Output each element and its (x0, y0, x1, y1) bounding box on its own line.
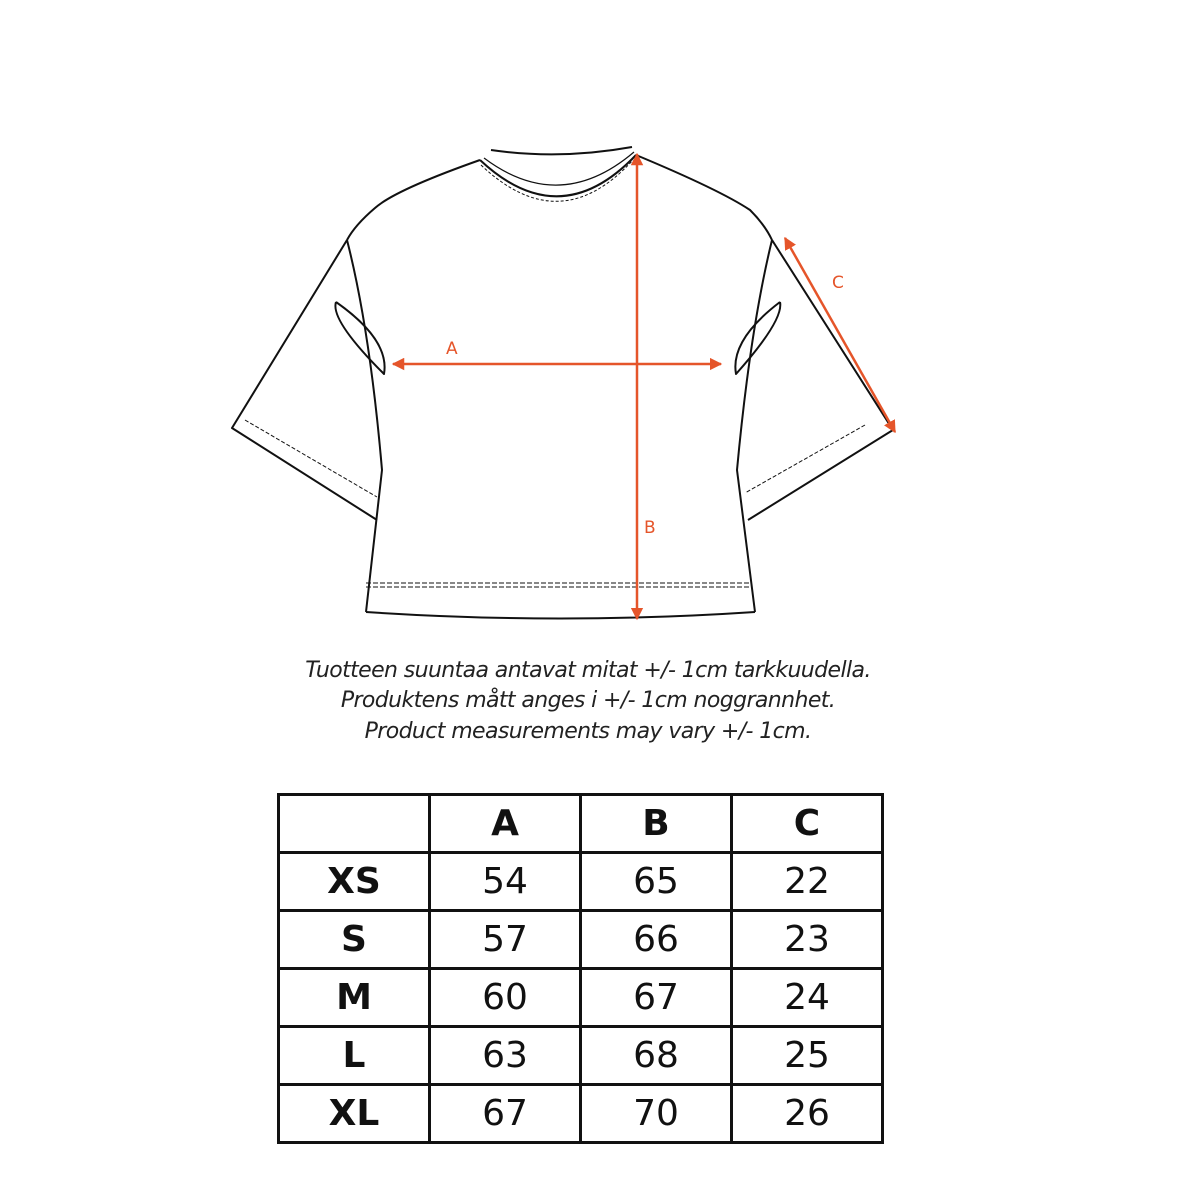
table-row: XS 54 65 22 (277, 851, 884, 912)
note-swedish: Produktens mått anges i +/- 1cm noggrann… (340, 688, 836, 713)
table-header-row: A B C (277, 793, 884, 854)
value-cell-b: 67 (579, 967, 733, 1028)
left-cuff-stitch (244, 419, 378, 498)
label-c: C (832, 273, 844, 293)
left-sleeve-seam (346, 239, 383, 613)
table-row: XL 67 70 26 (277, 1083, 884, 1144)
collar-outer (490, 146, 633, 156)
collar-stitch (480, 159, 634, 202)
measurement-arrows (391, 152, 897, 621)
note-finnish: Tuotteen suuntaa antavat mitat +/- 1cm t… (305, 658, 871, 683)
right-shoulder (635, 154, 773, 241)
size-table: A B C XS 54 65 22 S 57 66 23 M 60 67 24 … (277, 793, 884, 1144)
value-cell-c: 26 (730, 1083, 884, 1144)
tshirt-diagram: A B C (231, 146, 897, 621)
value-cell-a: 57 (428, 909, 582, 970)
collar-inner (479, 154, 637, 198)
right-sleeve-seam (736, 239, 773, 613)
value-cell-b: 66 (579, 909, 733, 970)
header-cell-empty (277, 793, 431, 854)
label-b: B (644, 518, 656, 538)
left-shoulder (346, 159, 481, 241)
value-cell-a: 60 (428, 967, 582, 1028)
header-cell-a: A (428, 793, 582, 854)
value-cell-a: 67 (428, 1083, 582, 1144)
value-cell-b: 70 (579, 1083, 733, 1144)
size-cell: L (277, 1025, 431, 1086)
left-sleeve (231, 239, 378, 521)
right-armhole (734, 301, 782, 375)
table-row: L 63 68 25 (277, 1025, 884, 1086)
arrow-c (783, 236, 897, 434)
header-cell-b: B (579, 793, 733, 854)
size-cell: XL (277, 1083, 431, 1144)
table-row: M 60 67 24 (277, 967, 884, 1028)
left-armhole (334, 301, 386, 375)
value-cell-b: 65 (579, 851, 733, 912)
value-cell-c: 24 (730, 967, 884, 1028)
tshirt-outline (231, 146, 894, 620)
value-cell-b: 68 (579, 1025, 733, 1086)
right-cuff-stitch (744, 424, 866, 494)
value-cell-c: 23 (730, 909, 884, 970)
right-sleeve (747, 239, 894, 521)
value-cell-c: 22 (730, 851, 884, 912)
header-cell-c: C (730, 793, 884, 854)
value-cell-a: 63 (428, 1025, 582, 1086)
size-cell: XS (277, 851, 431, 912)
collar-band (483, 151, 635, 186)
value-cell-c: 25 (730, 1025, 884, 1086)
size-cell: S (277, 909, 431, 970)
label-a: A (446, 339, 458, 359)
hem (365, 611, 756, 620)
hem-stitch (366, 582, 752, 588)
size-cell: M (277, 967, 431, 1028)
table-row: S 57 66 23 (277, 909, 884, 970)
note-english: Product measurements may vary +/- 1cm. (364, 719, 812, 744)
value-cell-a: 54 (428, 851, 582, 912)
